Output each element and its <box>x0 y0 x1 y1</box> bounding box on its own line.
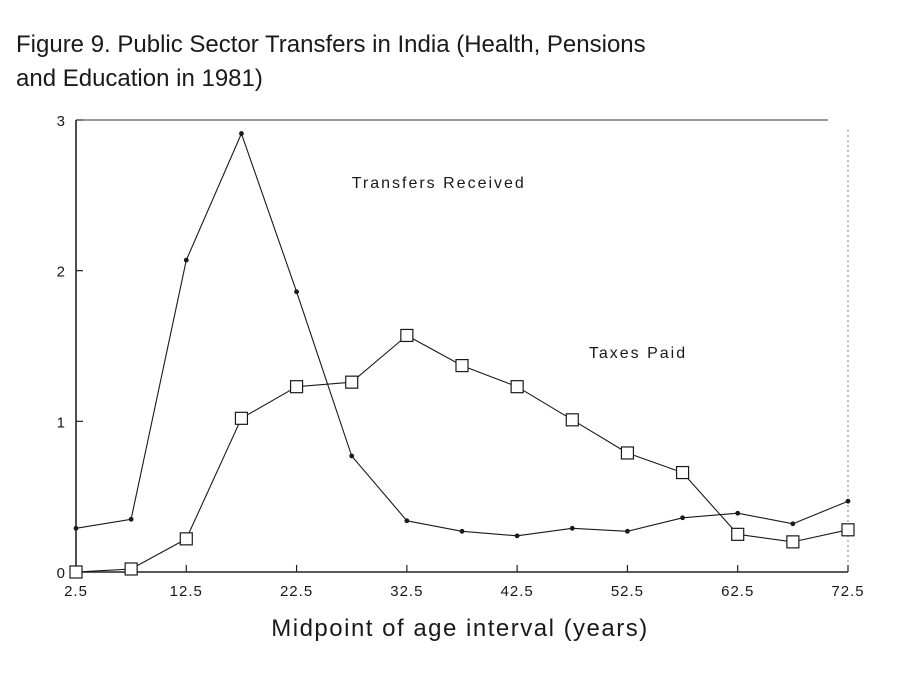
data-point-transfers-received <box>239 131 244 136</box>
data-point-transfers-received <box>128 516 134 522</box>
chart-title: Figure 9. Public Sector Transfers in Ind… <box>16 28 776 96</box>
data-point-taxes-paid <box>345 375 359 389</box>
chart-title-line-1: Figure 9. Public Sector Transfers in Ind… <box>16 31 646 58</box>
data-point-taxes-paid <box>455 358 469 373</box>
data-point-taxes-paid <box>234 411 249 425</box>
data-point-transfers-received <box>73 525 79 531</box>
data-point-transfers-received <box>790 521 796 527</box>
data-point-taxes-paid <box>565 413 579 427</box>
x-tick-label: 72.5 <box>831 583 864 600</box>
data-point-transfers-received <box>569 525 575 531</box>
x-axis-label: Midpoint of age interval (years) <box>271 615 648 642</box>
chart-series-markers <box>69 131 855 579</box>
y-tick-label: 2 <box>57 264 66 281</box>
data-point-taxes-paid <box>124 562 138 576</box>
series-label-transfers-received: Transfers Received <box>352 175 526 192</box>
data-point-taxes-paid <box>510 380 524 394</box>
data-point-taxes-paid <box>289 380 304 394</box>
data-point-taxes-paid <box>620 446 635 460</box>
data-point-transfers-received <box>845 498 851 504</box>
y-tick-label: 3 <box>57 113 66 130</box>
x-tick-label: 52.5 <box>611 583 644 600</box>
data-point-taxes-paid <box>69 565 83 579</box>
data-point-taxes-paid <box>675 465 690 480</box>
x-tick-label: 22.5 <box>280 583 313 600</box>
data-point-transfers-received <box>680 515 685 521</box>
x-tick-label: 62.5 <box>721 583 754 600</box>
data-point-taxes-paid <box>786 535 800 549</box>
x-tick-label: 12.5 <box>170 583 203 600</box>
y-tick-label: 1 <box>57 414 66 431</box>
data-point-taxes-paid <box>179 532 193 546</box>
data-point-transfers-received <box>459 528 465 534</box>
data-point-taxes-paid <box>841 523 855 537</box>
data-point-transfers-received <box>625 528 630 534</box>
data-point-taxes-paid <box>400 328 414 343</box>
chart-series-annotations: Transfers Received Taxes Paid <box>352 175 687 362</box>
data-point-transfers-received <box>735 510 741 516</box>
chart-tick-labels: 2.5 12.5 22.5 32.5 42.5 52.5 62.5 72.5 0 1 2 3 <box>57 113 864 600</box>
chart-axes <box>75 119 849 573</box>
data-point-transfers-received <box>514 533 520 539</box>
series-label-taxes-paid: Taxes Paid <box>589 345 687 362</box>
x-tick-label: 2.5 <box>64 583 88 600</box>
x-tick-label: 32.5 <box>390 583 423 600</box>
series-line-transfers-received <box>75 133 849 537</box>
x-tick-label: 42.5 <box>501 583 534 600</box>
chart-series-lines <box>75 133 849 573</box>
chart-title-line-2: and Education in 1981) <box>16 65 263 92</box>
data-point-transfers-received <box>294 289 299 295</box>
data-point-transfers-received <box>183 257 189 263</box>
data-point-transfers-received <box>404 518 410 524</box>
data-point-transfers-received <box>349 453 355 459</box>
data-point-taxes-paid <box>731 527 745 541</box>
y-tick-label: 0 <box>57 565 66 582</box>
